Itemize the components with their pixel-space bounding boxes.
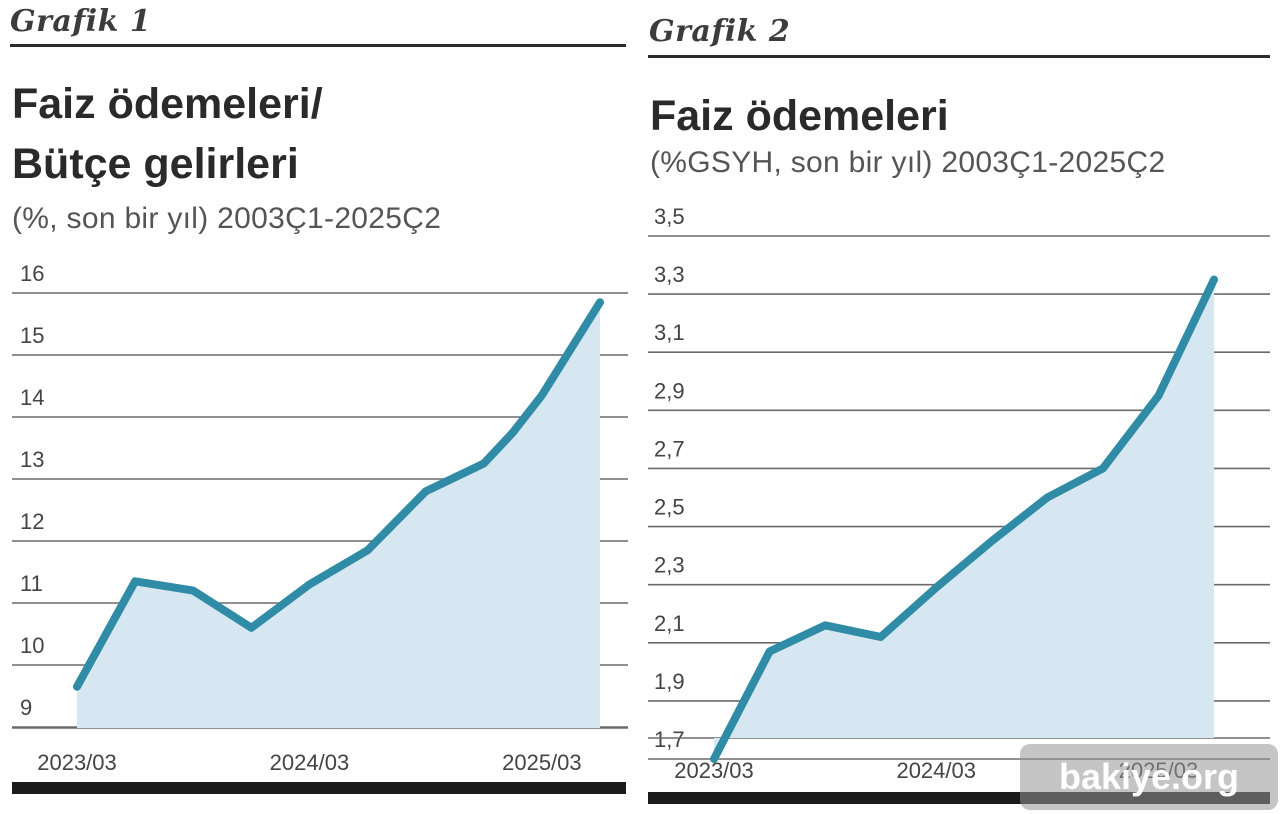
y-tick-label: 2,1 xyxy=(654,611,685,636)
series-line xyxy=(710,275,1218,763)
y-tick-label: 3,3 xyxy=(654,262,685,287)
watermark: bakiye.org xyxy=(1020,744,1278,810)
y-tick-label: 9 xyxy=(20,695,32,720)
y-tick-label: 1,7 xyxy=(654,727,685,752)
x-tick-label: 2024/03 xyxy=(270,750,350,775)
chart-subtitle: (%GSYH, son bir yıl) 2003Ç1-2025Ç2 xyxy=(650,146,1166,179)
y-tick-label: 2,7 xyxy=(654,436,685,461)
y-tick-label: 11 xyxy=(20,571,43,596)
header-rule xyxy=(648,55,1270,58)
chart-title: Faiz ödemeleri xyxy=(650,92,949,140)
y-tick-label: 2,9 xyxy=(654,378,685,403)
y-tick-label: 15 xyxy=(20,323,44,348)
chart-subtitle: (%, son bir yıl) 2003Ç1-2025Ç2 xyxy=(12,202,442,235)
y-tick-label: 14 xyxy=(20,385,44,410)
y-tick-label: 12 xyxy=(20,509,44,534)
y-tick-label: 16 xyxy=(20,261,44,286)
panel-label: Grafik 1 xyxy=(10,4,152,39)
x-tick-label: 2023/03 xyxy=(674,758,754,783)
y-tick-label: 3,5 xyxy=(654,204,685,229)
y-tick-label: 3,1 xyxy=(654,320,685,345)
chart-title: Faiz ödemeleri/ Bütçe gelirleri xyxy=(12,80,323,188)
y-tick-label: 2,5 xyxy=(654,495,685,520)
bottom-bar xyxy=(12,782,626,794)
x-tick-label: 2023/03 xyxy=(37,750,117,775)
chart-plot-2: 3,5 3,3 3,1 2,9 2,7 2,5 2,3 2,1 1,9 1,7 2023/03 202… xyxy=(648,204,1270,783)
chart-panel-1: Grafik 1 Faiz ödemeleri/ Bütçe gelirleri… xyxy=(10,4,628,794)
y-tick-label: 1,9 xyxy=(654,669,685,694)
x-tick-label: 2025/03 xyxy=(502,750,582,775)
series-area xyxy=(77,302,600,728)
series-area xyxy=(714,279,1214,759)
chart-plot-1: 16 15 14 13 12 11 10 9 2023/03 2024/03 2025/03 xyxy=(12,261,628,775)
y-tick-label: 13 xyxy=(20,447,44,472)
panel-label: Grafik 2 xyxy=(649,14,791,49)
y-tick-label: 10 xyxy=(20,633,44,658)
header-rule xyxy=(10,44,626,47)
chart-panel-2: Grafik 2 Faiz ödemeleri (%GSYH, son bir … xyxy=(640,0,1280,814)
x-tick-label: 2024/03 xyxy=(896,758,976,783)
y-tick-label: 2,3 xyxy=(654,553,685,578)
